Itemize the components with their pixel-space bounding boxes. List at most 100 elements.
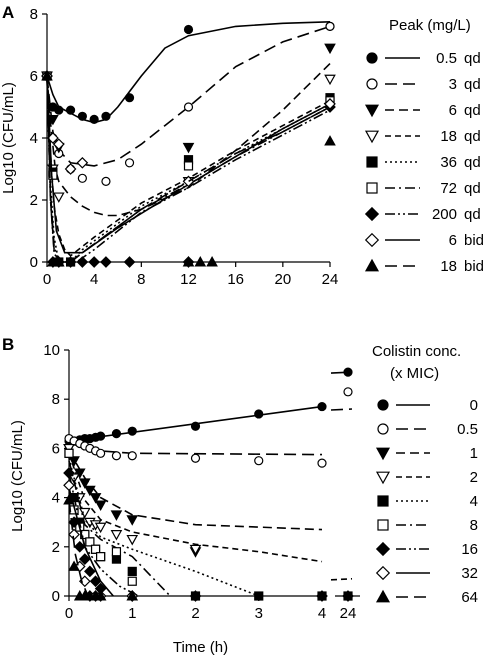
- panel-a-legend-title: Peak (mg/L): [389, 17, 471, 34]
- panel-b-legend-title: Colistin conc.: [372, 343, 461, 360]
- panel-b-data-point: [94, 589, 107, 601]
- panel-a-data-point: [77, 173, 87, 183]
- panel-a-series-0: [42, 21, 335, 125]
- panel-b-legend: Colistin conc. (x MIC) 0 0.5 1 2 4 8 16 32 64: [372, 343, 478, 606]
- panel-b-data-point: [63, 467, 75, 479]
- panel-a-data-point: [100, 256, 112, 268]
- panel-b-data-point: [63, 494, 75, 505]
- panel-b-y-tick-label: 0: [52, 588, 60, 605]
- panel-b-data-point: [189, 544, 202, 556]
- panel-b-legend-label: 0: [470, 397, 478, 414]
- panel-a-data-point: [52, 192, 65, 203]
- panel-a-legend-marker: [364, 232, 380, 248]
- panel-b-legend-label: 16: [461, 541, 478, 558]
- panel-b-series-line: [68, 450, 323, 531]
- panel-b-data-point: [78, 553, 91, 565]
- panel-a-data-point: [65, 105, 76, 115]
- panel-a-data-point: [52, 255, 65, 267]
- panel-b-data-point: [68, 560, 80, 571]
- panel-a-legend-label: 6: [449, 232, 457, 249]
- panel-b-data-point: [254, 409, 264, 419]
- panel-a-legend-regimen: qd: [464, 102, 481, 119]
- panel-b-x-tick-label: 4: [318, 605, 326, 622]
- panel-a-data-point: [77, 111, 87, 121]
- panel-b-data-point: [90, 544, 101, 554]
- panel-b-data-point: [84, 485, 96, 497]
- panel-b-data-point: [127, 576, 137, 586]
- panel-a-data-point: [89, 114, 99, 125]
- panel-b-series-0: [64, 367, 353, 446]
- panel-a-data-point: [182, 142, 195, 154]
- panel-b-data-point-24h: [342, 590, 354, 602]
- panel-b-legend-marker: [377, 423, 389, 435]
- panel-b-x-tick-label: 3: [255, 605, 263, 622]
- panel-b-y-tick-label: 2: [52, 539, 60, 556]
- panel-a-series-line: [46, 75, 331, 263]
- panel-b-series-line-24h: [330, 408, 353, 411]
- panel-a-legend-regimen: qd: [464, 128, 481, 145]
- panel-a-data-point: [324, 43, 336, 55]
- panel-a-data-point: [124, 93, 135, 103]
- panel-a-data-point: [206, 255, 218, 267]
- panel-a-legend: Peak (mg/L) 0.5 qd 3 qd 6 qd 18 qd 36 qd 72 qd 200 qd 6…: [364, 17, 484, 275]
- panel-b-data-point: [126, 515, 139, 526]
- panel-a-data-point: [76, 156, 89, 169]
- panel-a-legend-label: 72: [440, 180, 457, 197]
- panel-b-series-line-24h: [330, 578, 353, 581]
- panel-a-series-8: [41, 69, 336, 267]
- panel-a-x-tick-label: 12: [180, 271, 197, 288]
- panel-a-data-point: [47, 114, 59, 126]
- panel-b-data-point: [190, 421, 201, 431]
- panel-b-data-point: [110, 510, 123, 521]
- panel-b-series-3: [63, 443, 353, 581]
- panel-b-legend-marker: [377, 495, 389, 507]
- panel-b-data-point: [64, 448, 74, 458]
- panel-b-data-point: [190, 453, 201, 463]
- panel-a-data-point: [54, 105, 64, 115]
- panel-a-x-tick-label: 8: [137, 271, 145, 288]
- panel-a-series-7: [41, 70, 336, 254]
- panel-b-data-point: [89, 493, 102, 504]
- panel-b-legend-label: 0.5: [457, 421, 478, 438]
- panel-a-data-point: [183, 161, 194, 171]
- panel-b-legend-label: 2: [470, 469, 478, 486]
- panel-a-legend-regimen: bid: [464, 232, 484, 249]
- panel-a-legend-regimen: qd: [464, 154, 481, 171]
- panel-b-data-point-24h: [343, 367, 353, 377]
- panel-a-series-line: [46, 75, 331, 254]
- panel-b-data-point: [84, 565, 96, 578]
- panel-a-data-point: [41, 69, 53, 81]
- panel-b-data-point: [254, 591, 264, 601]
- panel-a-data-point: [48, 170, 58, 180]
- panel-a-legend-marker: [366, 78, 378, 90]
- panel-a-data-point: [47, 132, 59, 144]
- panel-b-data-point: [127, 426, 137, 436]
- panel-b-x-tick-label: 0: [65, 605, 73, 622]
- panel-a-y-tick-label: 4: [30, 130, 38, 147]
- panel-a-legend-marker: [364, 206, 380, 222]
- panel-b-legend-marker: [375, 565, 391, 581]
- panel-a-y-tick-label: 8: [30, 6, 38, 23]
- panel-b-legend-marker: [377, 519, 389, 531]
- panel-b-x-tick-label: 1: [128, 605, 136, 622]
- panel-a-data-point: [52, 138, 65, 151]
- panel-a-data-point: [64, 163, 77, 175]
- panel-b-legend-marker: [377, 399, 389, 411]
- panel-b-data-point: [96, 448, 106, 458]
- panel-b-series-5: [64, 448, 171, 597]
- panel-b-label: B: [2, 335, 14, 354]
- panel-a-data-point: [123, 256, 136, 268]
- panel-a-data-point: [76, 256, 89, 268]
- panel-b-data-point: [111, 429, 122, 439]
- panel-b-legend-label: 4: [470, 493, 478, 510]
- panel-a-x-tick-label: 16: [227, 271, 244, 288]
- panel-b-data-point: [68, 456, 80, 467]
- panel-b-data-point: [111, 547, 122, 557]
- panel-a-data-point: [124, 158, 135, 168]
- panel-b-data-point: [96, 552, 106, 562]
- panel-a-series-line: [46, 75, 331, 263]
- panel-b-data-point: [317, 458, 327, 468]
- panel-a-legend-label: 0.5: [436, 50, 457, 67]
